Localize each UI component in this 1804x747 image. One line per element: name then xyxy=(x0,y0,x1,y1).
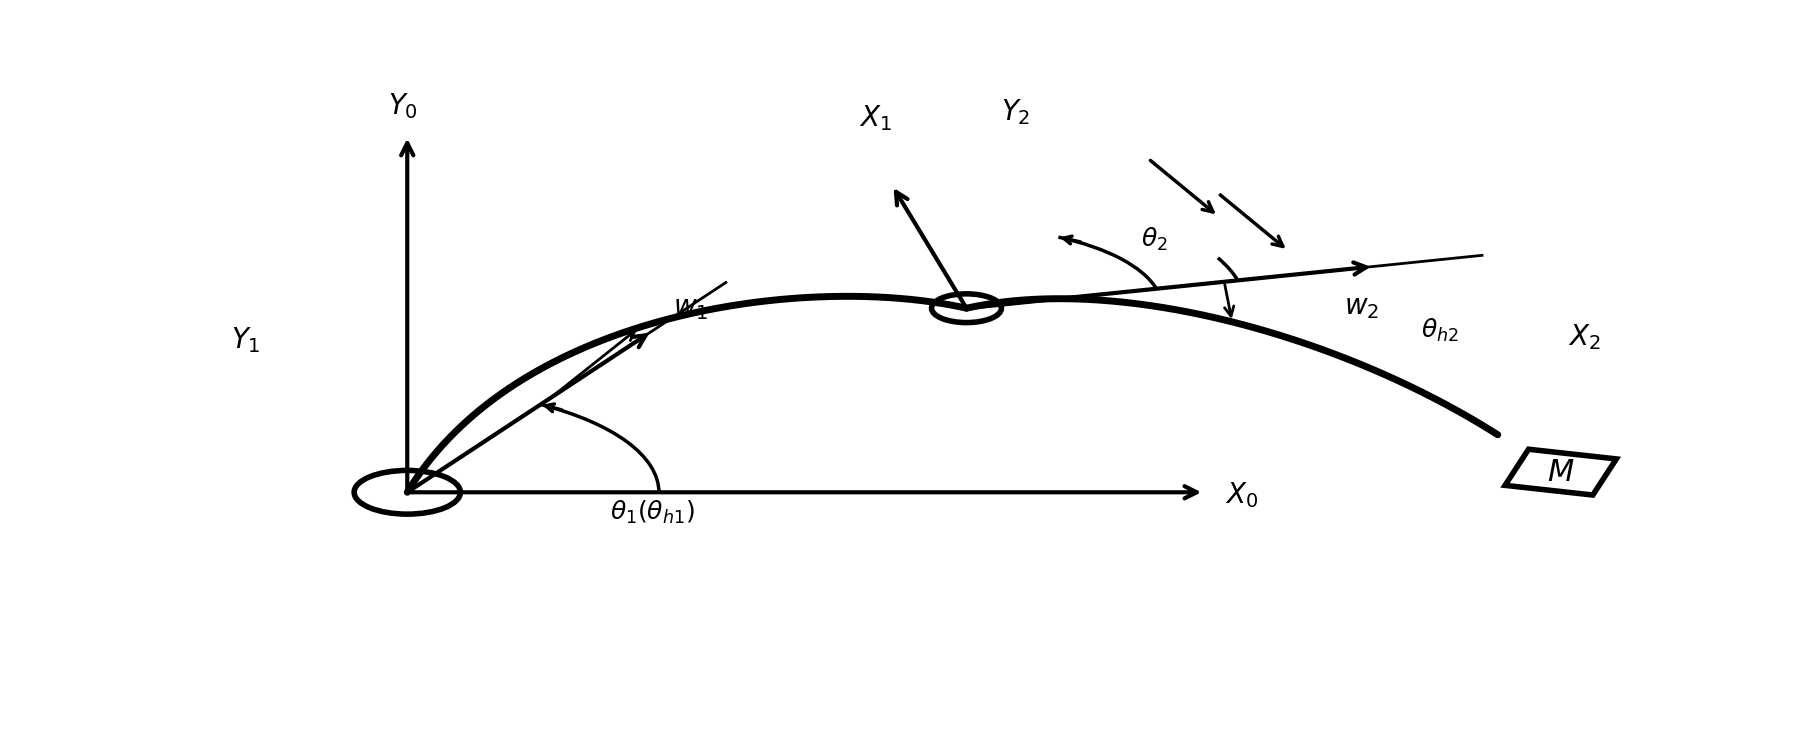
Text: $Y_1$: $Y_1$ xyxy=(231,325,260,355)
Text: $w_1$: $w_1$ xyxy=(673,295,707,322)
Text: $Y_0$: $Y_0$ xyxy=(388,91,419,121)
Text: $X_0$: $X_0$ xyxy=(1225,480,1259,510)
Text: $Y_2$: $Y_2$ xyxy=(1001,97,1030,127)
Polygon shape xyxy=(1505,449,1616,495)
Text: $w_2$: $w_2$ xyxy=(1344,294,1378,320)
Text: $\theta_1(\theta_{h1})$: $\theta_1(\theta_{h1})$ xyxy=(610,499,695,526)
Text: $\theta_2$: $\theta_2$ xyxy=(1142,226,1167,252)
Text: $\theta_{h2}$: $\theta_{h2}$ xyxy=(1422,317,1459,344)
Text: $X_1$: $X_1$ xyxy=(859,103,891,133)
Text: $X_2$: $X_2$ xyxy=(1568,322,1600,352)
Text: $M$: $M$ xyxy=(1548,456,1575,488)
